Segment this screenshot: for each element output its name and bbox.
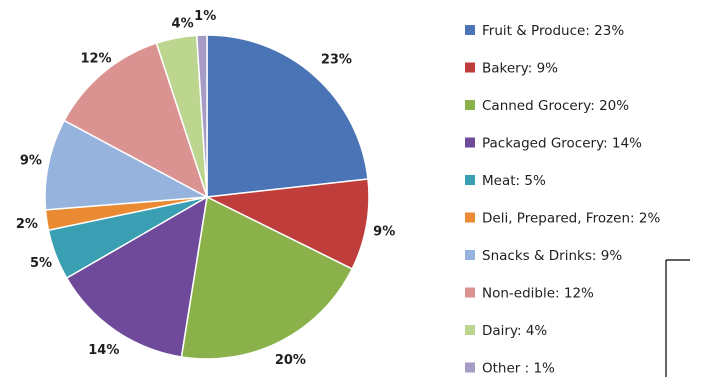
legend-label-dairy: Dairy: 4% xyxy=(482,323,547,339)
pie-data-labels: 23% 9% 20% 14% 5% 2% 9% 12% 4% 1% xyxy=(16,9,395,368)
pie-slice-other xyxy=(195,34,208,198)
legend-label-packaged-grocery: Packaged Grocery: 14% xyxy=(482,136,642,152)
data-label-bakery: 9% xyxy=(373,225,395,240)
legend-swatch-meat xyxy=(465,175,475,185)
data-label-dairy: 4% xyxy=(172,16,194,31)
legend-label-other: Other : 1% xyxy=(482,361,555,377)
legend-label-canned-grocery: Canned Grocery: 20% xyxy=(482,98,629,114)
legend-label-bakery: Bakery: 9% xyxy=(482,61,558,77)
pie-slice-bakery xyxy=(204,178,370,270)
legend-swatch-deli-prepared-frozen xyxy=(465,212,475,223)
pie-slice-packaged-grocery xyxy=(65,195,208,358)
data-label-canned-grocery: 20% xyxy=(275,353,306,368)
legend-swatch-bakery xyxy=(465,62,475,73)
legend-swatch-dairy xyxy=(465,325,475,335)
legend-swatch-other xyxy=(465,362,475,373)
legend-swatch-non-edible xyxy=(465,287,475,298)
legend-label-non-edible: Non-edible: 12% xyxy=(482,286,594,302)
data-label-snacks-and-drinks: 9% xyxy=(20,154,42,169)
legend: Fruit & Produce: 23% Bakery: 9% Canned Gro… xyxy=(465,23,660,377)
legend-label-meat: Meat: 5% xyxy=(482,173,546,189)
pie-slice-snacks-and-drinks xyxy=(44,119,210,211)
data-label-deli-prepared-frozen: 2% xyxy=(16,217,38,232)
pie-slice-fruit-and-produce xyxy=(206,34,369,198)
frame-corner-line xyxy=(665,259,690,377)
data-label-non-edible: 12% xyxy=(80,52,111,67)
legend-label-fruit-and-produce: Fruit & Produce: 23% xyxy=(482,23,624,39)
data-label-packaged-grocery: 14% xyxy=(88,343,119,358)
legend-swatch-fruit-and-produce xyxy=(465,25,475,35)
legend-swatch-snacks-and-drinks xyxy=(465,250,475,260)
data-label-meat: 5% xyxy=(30,256,52,271)
legend-label-deli-prepared-frozen: Deli, Prepared, Frozen: 2% xyxy=(482,211,660,227)
pie-slice-non-edible xyxy=(63,42,209,199)
data-label-other: 1% xyxy=(194,9,216,24)
legend-swatch-canned-grocery xyxy=(465,100,475,110)
pie-slice-canned-grocery xyxy=(180,195,354,360)
pie-slices xyxy=(44,34,370,360)
data-label-fruit-and-produce: 23% xyxy=(321,52,352,67)
legend-swatch-packaged-grocery xyxy=(465,137,475,148)
legend-label-snacks-and-drinks: Snacks & Drinks: 9% xyxy=(482,248,622,264)
